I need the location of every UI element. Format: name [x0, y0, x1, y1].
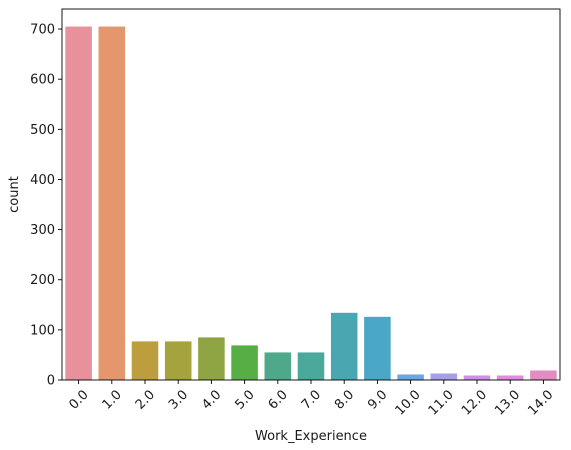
bar-13.0: [496, 375, 524, 380]
bar-1.0: [98, 26, 126, 380]
y-tick-label: 500: [30, 123, 55, 138]
bar-12.0: [463, 375, 491, 380]
bar-4.0: [198, 337, 225, 380]
bar-3.0: [164, 341, 192, 380]
x-tick-label: 4.0: [199, 387, 224, 412]
y-tick-label: 600: [30, 73, 55, 88]
x-tick-label: 12.0: [459, 387, 490, 418]
x-axis: 0.0 1.0 2.0 3.0 4.0 5.0 6.0 7.0 8.0 9.0 10.0 11.0 12…: [66, 380, 556, 419]
x-tick-label: 7.0: [299, 387, 324, 412]
y-tick-label: 100: [30, 323, 55, 338]
x-tick-label: 1.0: [100, 387, 125, 412]
y-tick-label: 200: [30, 273, 55, 288]
y-tick-label: 0: [47, 374, 55, 389]
y-tick-label: 400: [30, 173, 55, 188]
x-tick-label: 10.0: [393, 387, 424, 418]
bar-9.0: [364, 316, 391, 380]
bar-8.0: [330, 312, 358, 380]
x-tick-label: 2.0: [133, 387, 158, 412]
bar-14.0: [530, 370, 557, 380]
x-axis-label: Work_Experience: [255, 429, 367, 444]
plot-frame: [61, 8, 561, 381]
bars-group: [65, 26, 557, 380]
x-tick-label: 3.0: [166, 387, 191, 412]
y-axis: 0 100 200 300 400 500 600 700: [30, 23, 62, 389]
x-tick-label: 8.0: [332, 387, 357, 412]
bar-10.0: [397, 374, 424, 380]
x-tick-label: 6.0: [266, 387, 291, 412]
y-tick-label: 300: [30, 223, 55, 238]
x-tick-label: 0.0: [66, 387, 91, 412]
bar-5.0: [231, 345, 258, 380]
x-tick-label: 14.0: [525, 387, 556, 418]
y-tick-label: 700: [30, 23, 55, 38]
bar-0.0: [65, 26, 92, 380]
bar-7.0: [297, 352, 325, 380]
bar-6.0: [264, 352, 292, 380]
x-tick-label: 11.0: [426, 387, 457, 418]
x-tick-label: 13.0: [492, 387, 523, 418]
x-tick-label: 9.0: [365, 387, 390, 412]
x-tick-label: 5.0: [232, 387, 257, 412]
bar-2.0: [131, 341, 159, 380]
bar-11.0: [430, 373, 458, 380]
y-axis-label: count: [7, 176, 22, 213]
